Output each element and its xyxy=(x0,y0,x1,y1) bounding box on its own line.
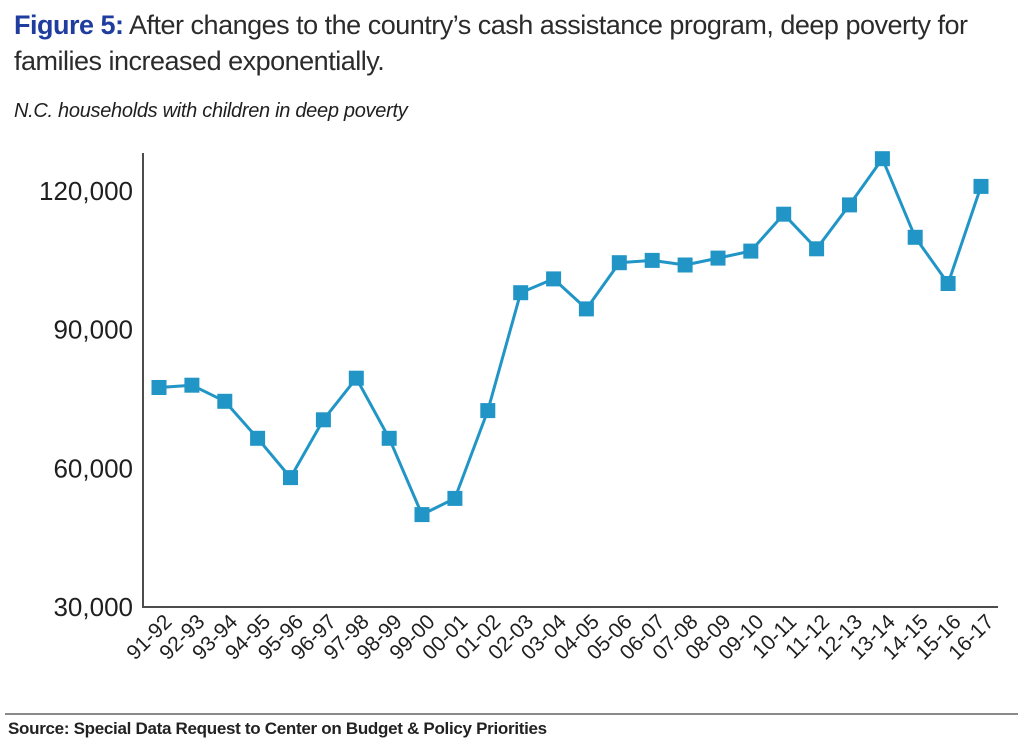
data-point-marker xyxy=(381,430,397,446)
data-point-marker xyxy=(217,393,233,409)
data-point-marker xyxy=(611,255,627,271)
data-point-marker xyxy=(315,412,331,428)
data-point-marker xyxy=(644,252,660,268)
figure-title: Figure 5: After changes to the country’s… xyxy=(14,8,1010,79)
source-note: Source: Special Data Request to Center o… xyxy=(8,719,547,738)
data-point-marker xyxy=(743,243,759,259)
data-point-marker xyxy=(546,271,562,287)
figure-number-label: Figure 5: xyxy=(14,10,124,40)
y-tick-label: 30,000 xyxy=(53,592,133,622)
data-point-marker xyxy=(578,301,594,317)
data-point-marker xyxy=(283,470,298,486)
data-point-marker xyxy=(348,370,364,386)
chart-subtitle: N.C. households with children in deep po… xyxy=(14,100,408,122)
data-point-marker xyxy=(677,257,693,273)
chart-area: 30,000 60,000 90,000 120,000 91-92 92-93 93-94… xyxy=(0,138,1024,704)
data-point-marker xyxy=(874,151,890,167)
data-point-marker xyxy=(842,197,857,213)
data-point-marker xyxy=(907,229,923,245)
data-point-marker xyxy=(184,377,200,393)
data-point-marker xyxy=(480,403,496,419)
data-point-marker xyxy=(513,285,529,301)
y-tick-label: 120,000 xyxy=(39,176,133,206)
data-point-marker xyxy=(776,206,792,222)
data-point-marker xyxy=(973,178,989,194)
y-tick-label: 90,000 xyxy=(53,315,133,345)
y-tick-label: 60,000 xyxy=(53,453,133,483)
series-line xyxy=(158,157,983,517)
data-point-marker xyxy=(710,250,726,266)
data-point-marker xyxy=(151,380,167,395)
line-chart-svg: 30,00060,00090,000120,00091-9292-9393-94… xyxy=(39,151,999,665)
data-point-marker xyxy=(414,507,430,523)
data-point-marker xyxy=(940,276,956,291)
source-divider-line xyxy=(5,713,1018,715)
figure-title-text: After changes to the country’s cash assi… xyxy=(14,10,968,76)
data-point-marker xyxy=(447,490,463,506)
data-point-marker xyxy=(809,241,825,257)
data-point-marker xyxy=(250,430,266,446)
